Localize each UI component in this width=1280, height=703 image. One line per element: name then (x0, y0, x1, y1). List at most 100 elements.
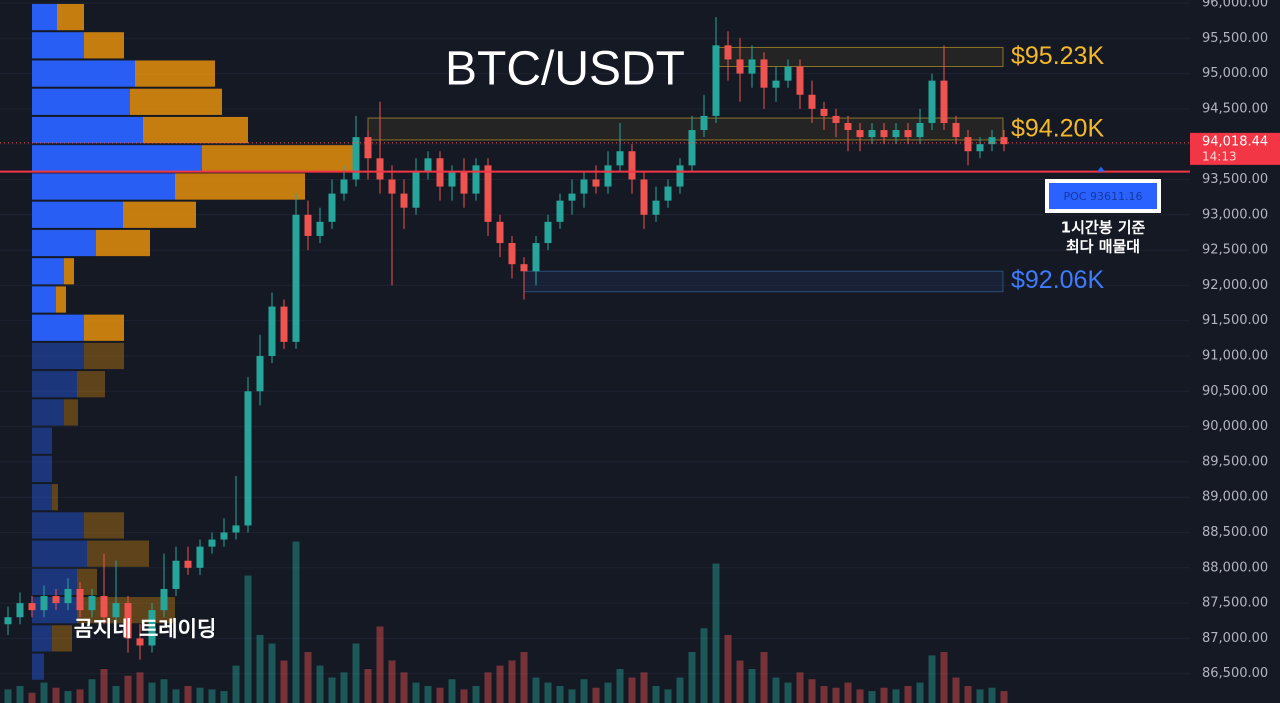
volume-bar (448, 679, 456, 703)
candle-body (88, 596, 96, 611)
volume-bar (904, 686, 912, 703)
volume-bar (952, 677, 960, 703)
candle-body (616, 151, 624, 166)
volume-bar (52, 687, 60, 703)
y-tick-label: 89,500.00 (1202, 454, 1268, 469)
candle-body (736, 59, 744, 74)
volume-bar (736, 660, 744, 703)
candle-body (892, 130, 900, 138)
profile-buy-bar (32, 286, 56, 313)
volume-bar (520, 652, 528, 703)
profile-buy-bar (32, 88, 130, 115)
candle-body (208, 539, 216, 547)
candle-body (40, 596, 48, 611)
volume-bar (808, 679, 816, 703)
candle-body (460, 172, 468, 194)
candle-body (904, 130, 912, 138)
candle-body (664, 186, 672, 201)
volume-bar (916, 682, 924, 703)
profile-buy-bar (32, 484, 52, 511)
profile-sell-bar (77, 371, 105, 398)
candle-body (328, 193, 336, 222)
y-tick-label: 90,500.00 (1202, 384, 1268, 399)
candle-body (976, 144, 984, 152)
volume-bar (928, 655, 936, 703)
volume-bar (832, 687, 840, 703)
volume-bar (844, 682, 852, 703)
volume-bar (220, 691, 228, 703)
candle-body (280, 306, 288, 342)
candle-body (268, 306, 276, 356)
candle-body (496, 221, 504, 244)
candle-body (796, 66, 804, 95)
y-tick-label: 87,500.00 (1202, 596, 1268, 611)
candle-body (688, 130, 696, 166)
volume-bar (244, 575, 252, 703)
candle-body (376, 158, 384, 180)
candle-body (172, 560, 180, 589)
zones: $95.23K $94.20K $92.06K (367, 42, 1104, 294)
poc-arrow (1097, 166, 1105, 172)
candle-body (136, 638, 144, 646)
volume-bar (856, 689, 864, 703)
y-tick-label: 95,000.00 (1202, 66, 1268, 81)
y-tick-label: 87,000.00 (1202, 631, 1268, 646)
candle-body (940, 80, 948, 123)
profile-sell-bar (56, 286, 66, 313)
candle-body (544, 221, 552, 244)
candle-body (652, 200, 660, 215)
y-tick-label: 93,500.00 (1202, 172, 1268, 187)
volume-bar (88, 679, 96, 703)
last-price-time: 14:13 (1202, 149, 1237, 163)
zone-label: $95.23K (1011, 42, 1104, 70)
volume-bar (124, 675, 132, 703)
y-tick-label: 88,500.00 (1202, 525, 1268, 540)
volume-bar (604, 682, 612, 703)
candle-body (340, 179, 348, 194)
profile-sell-bar (202, 145, 357, 172)
candle-body (316, 221, 324, 236)
profile-sell-bar (57, 3, 84, 31)
candle-body (148, 610, 156, 646)
candle-body (28, 603, 36, 611)
y-tick-label: 91,000.00 (1202, 348, 1268, 363)
candle-body (112, 603, 120, 618)
volume-bar (40, 682, 48, 703)
profile-buy-bar (32, 201, 123, 228)
candle-body (244, 391, 252, 526)
zone-label: $92.06K (1011, 266, 1104, 294)
y-tick-label: 90,000.00 (1202, 419, 1268, 434)
profile-sell-bar (143, 116, 248, 144)
profile-sell-bar (52, 484, 58, 511)
candle-body (304, 214, 312, 236)
profile-buy-bar (32, 427, 52, 454)
volume-bar (568, 689, 576, 703)
profile-buy-bar (32, 145, 202, 172)
candle-body (364, 137, 372, 159)
poc-label: POC 93611.16 (1064, 190, 1143, 203)
volume-bar (412, 682, 420, 703)
candle-body (760, 59, 768, 88)
candle-body (184, 560, 192, 568)
candle-body (4, 617, 12, 625)
candle-body (712, 45, 720, 116)
profile-buy-bar (32, 455, 52, 483)
volume-bar (460, 689, 468, 703)
volume-bar (400, 672, 408, 703)
volume-bar (160, 679, 168, 703)
candle-body (232, 525, 240, 533)
candle-body (100, 596, 108, 618)
poc-note: 1시간봉 기준 (1061, 219, 1146, 237)
candle-body (160, 588, 168, 611)
profile-buy-bar (32, 512, 84, 539)
profile-sell-bar (87, 540, 149, 567)
candle-body (76, 588, 84, 611)
volume-bar (640, 672, 648, 703)
profile-sell-bar (77, 568, 97, 596)
candle-body (124, 603, 132, 639)
chart-title: BTC/USDT (445, 43, 685, 96)
candle-body (388, 179, 396, 194)
candle-body (724, 45, 732, 60)
volume-bar (628, 677, 636, 703)
